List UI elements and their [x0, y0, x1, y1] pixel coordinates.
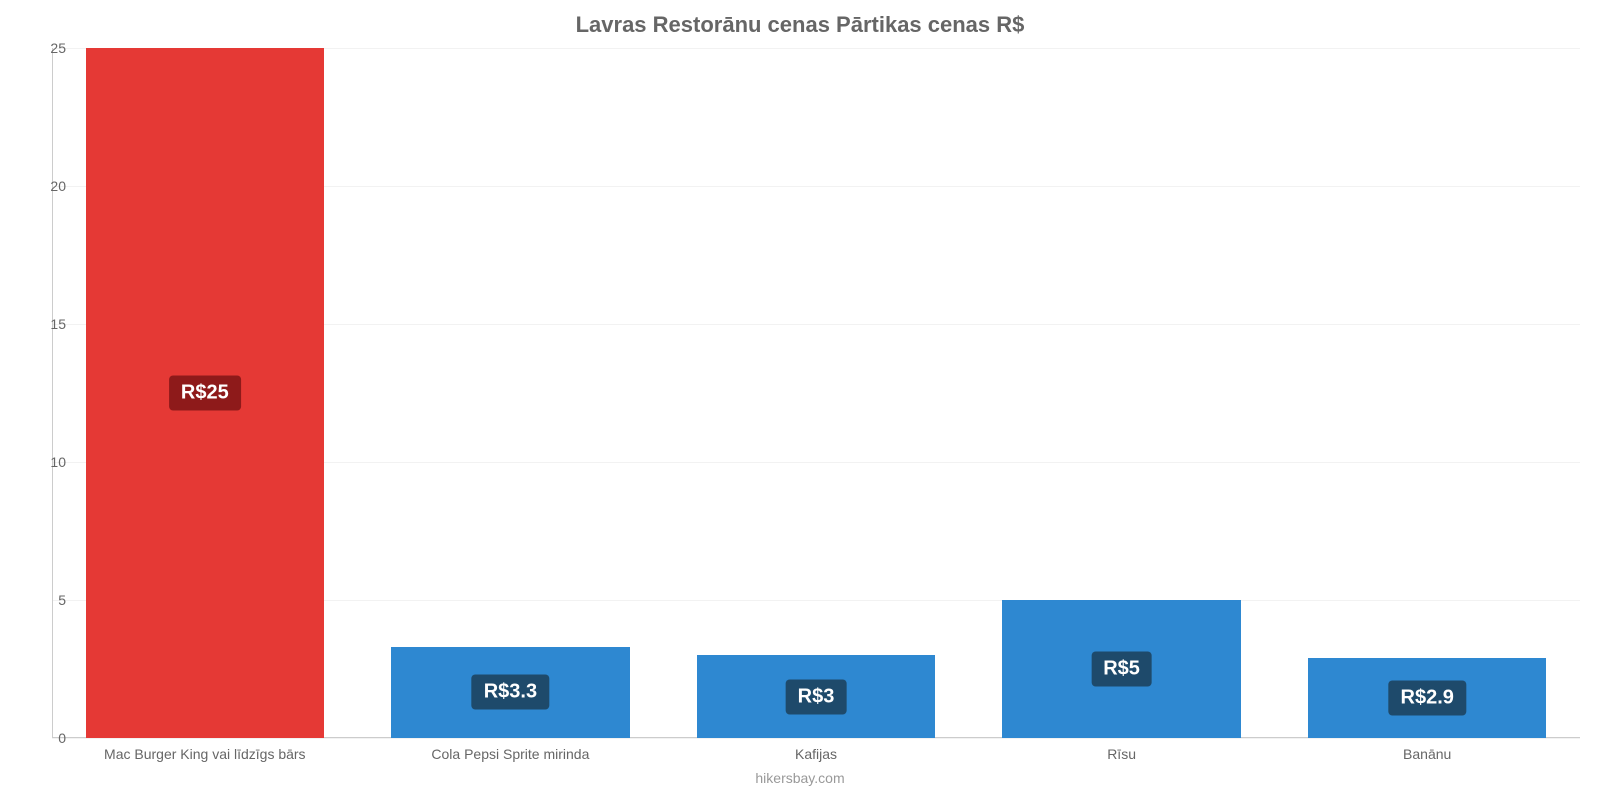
- y-tick-label: 10: [26, 454, 66, 470]
- y-tick-label: 0: [26, 730, 66, 746]
- bar-value-badge: R$3: [786, 679, 847, 714]
- gridline: [52, 738, 1580, 739]
- x-tick-label: Kafijas: [795, 746, 837, 762]
- x-tick-label: Cola Pepsi Sprite mirinda: [431, 746, 589, 762]
- chart-title: Lavras Restorānu cenas Pārtikas cenas R$: [0, 0, 1600, 46]
- chart-footer: hikersbay.com: [755, 770, 844, 786]
- y-tick-label: 25: [26, 40, 66, 56]
- y-tick-label: 5: [26, 592, 66, 608]
- x-tick-label: Rīsu: [1107, 746, 1136, 762]
- y-tick-label: 15: [26, 316, 66, 332]
- x-tick-label: Mac Burger King vai līdzīgs bārs: [104, 746, 306, 762]
- plot-region: R$25 R$3.3 R$3 R$5 R$2.9: [52, 48, 1580, 738]
- x-tick-label: Banānu: [1403, 746, 1451, 762]
- bar-value-badge: R$25: [169, 376, 241, 411]
- y-tick-label: 20: [26, 178, 66, 194]
- y-axis-line: [52, 48, 53, 738]
- bar-value-badge: R$3.3: [472, 675, 549, 710]
- chart-plot-area: R$25 R$3.3 R$3 R$5 R$2.9: [52, 48, 1580, 738]
- bar-value-badge: R$5: [1091, 652, 1152, 687]
- bar-value-badge: R$2.9: [1389, 680, 1466, 715]
